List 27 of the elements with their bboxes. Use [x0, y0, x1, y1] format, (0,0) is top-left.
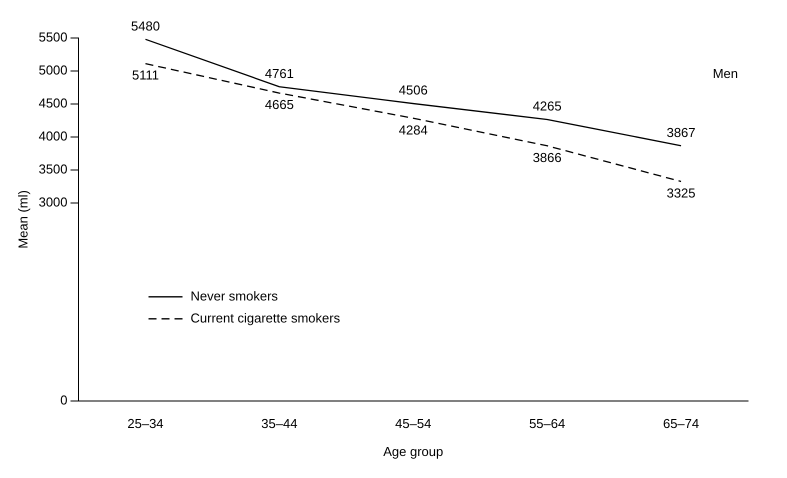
x-tick-label: 25–34 [127, 416, 164, 432]
data-label: 4284 [398, 122, 428, 138]
data-label: 5111 [132, 68, 159, 83]
legend-label: Current cigarette smokers [190, 310, 341, 326]
y-tick-label: 4000 [38, 128, 68, 144]
data-label: 5480 [131, 18, 160, 34]
x-tick-label: 55–64 [529, 416, 566, 432]
data-label: 3866 [532, 150, 562, 165]
data-label: 3867 [666, 124, 696, 140]
y-tick-label: 0 [60, 392, 68, 408]
data-label: 3325 [666, 186, 696, 201]
data-label: 4761 [264, 66, 294, 81]
y-axis-title: Mean (ml) [15, 190, 30, 249]
y-tick-label: 4500 [38, 96, 68, 111]
x-tick-label: 65–74 [662, 416, 700, 432]
y-tick-label: 5000 [38, 62, 68, 78]
data-label: 4506 [398, 82, 428, 98]
data-label: 4265 [532, 98, 562, 114]
y-tick-label: 5500 [38, 30, 68, 45]
x-tick-label: 35–44 [261, 416, 298, 432]
annotation: Men [712, 66, 738, 82]
x-axis-title: Age group [383, 444, 444, 459]
x-tick-label: 45–54 [395, 416, 432, 432]
y-tick-label: 3500 [38, 162, 68, 177]
y-tick-label: 3000 [38, 194, 68, 210]
legend-label: Never smokers [190, 288, 278, 304]
data-label: 4665 [264, 97, 294, 112]
